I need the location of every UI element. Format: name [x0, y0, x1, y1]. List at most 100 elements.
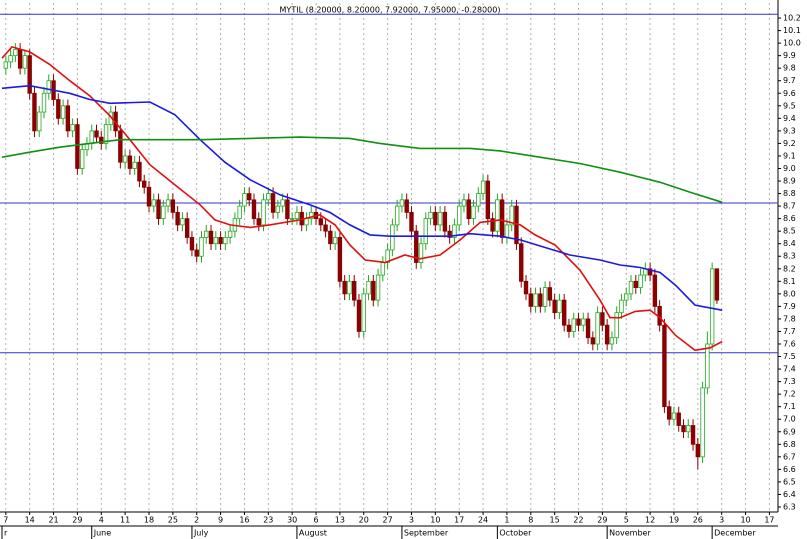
candle-body [261, 199, 266, 226]
candle-body [662, 324, 667, 408]
candle-body [356, 299, 362, 332]
candle-body [208, 230, 214, 245]
y-tick-label: 7.1 [783, 402, 796, 411]
candle-body [447, 230, 452, 238]
y-tick-label: 8.0 [783, 289, 796, 298]
x-tick-label: 3 [719, 516, 724, 525]
y-tick-label: 8.4 [783, 239, 796, 248]
candle-body [142, 180, 147, 188]
y-tick-label: 7.6 [783, 340, 796, 349]
x-tick-label: 10 [430, 516, 440, 525]
y-tick-label: 6.6 [783, 465, 796, 474]
candle-body [547, 287, 553, 301]
candle-body [46, 80, 51, 94]
x-tick-label: 24 [478, 516, 488, 525]
candle-body [361, 293, 366, 332]
candle-body [638, 274, 643, 288]
candle-body [132, 161, 137, 169]
x-tick-label: 9 [218, 516, 223, 525]
month-label: r [4, 529, 8, 538]
chart-title: MYTIL (8.20000, 8.20000, 7.92000, 7.9500… [280, 6, 501, 15]
candle-body [480, 180, 486, 194]
candle-body [103, 124, 109, 144]
candle-body [633, 280, 638, 288]
candle-body [70, 124, 75, 132]
month-label: October [499, 529, 532, 538]
candle-body [504, 224, 510, 238]
moving-average [1, 84, 723, 311]
candle-body [227, 230, 233, 238]
y-tick-label: 7.4 [783, 365, 796, 374]
y-tick-label: 6.7 [783, 452, 796, 461]
x-tick-label: 8 [528, 516, 533, 525]
candle-body [13, 48, 18, 57]
candle-body [476, 193, 481, 207]
month-label: November [609, 529, 651, 538]
y-tick-label: 6.9 [783, 427, 796, 436]
candle-body [375, 274, 381, 301]
candle-body [146, 186, 152, 207]
candle-body [170, 199, 176, 213]
x-tick-label: 5 [624, 516, 629, 525]
candle-body [528, 293, 533, 307]
y-tick-label: 10.2 [783, 14, 801, 23]
candle-body [600, 312, 605, 326]
candle-body [256, 218, 261, 226]
x-tick-label: 26 [693, 516, 703, 525]
candle-body [628, 280, 634, 295]
x-tick-label: 13 [335, 516, 345, 525]
candle-body [266, 193, 271, 201]
candle-body [686, 425, 691, 433]
y-tick-label: 8.7 [783, 202, 796, 211]
candle-body [94, 130, 99, 138]
y-tick-label: 7.0 [783, 415, 796, 424]
candle-body [604, 324, 610, 345]
x-tick-label: 29 [597, 516, 607, 525]
y-tick-label: 9.1 [783, 151, 796, 160]
candle-body [304, 218, 309, 226]
x-tick-label: 2 [194, 516, 199, 525]
candle-body [332, 237, 338, 245]
candle-body [428, 211, 433, 220]
candle-body [280, 199, 285, 207]
candle-body [595, 312, 600, 345]
candle-body [385, 249, 390, 263]
candle-body [409, 211, 414, 232]
y-tick-label: 6.4 [783, 490, 796, 499]
y-tick-label: 8.8 [783, 189, 796, 198]
x-tick-label: 16 [239, 516, 249, 525]
candle-body [89, 130, 94, 144]
candle-body [561, 299, 567, 326]
candle-body [509, 205, 514, 226]
x-tick-label: 17 [764, 516, 774, 525]
candle-body [17, 48, 23, 69]
candle-body [213, 237, 219, 245]
candle-body [457, 205, 462, 226]
candle-body [499, 199, 505, 238]
candle-body [695, 443, 701, 458]
y-tick-label: 8.9 [783, 177, 796, 186]
candle-body [437, 211, 443, 226]
month-label: August [299, 529, 327, 538]
candle-body [423, 218, 428, 245]
candle-body [223, 237, 228, 245]
candle-body [56, 99, 61, 119]
candle-body [137, 161, 142, 182]
candle-body [461, 199, 467, 207]
candle-body [371, 280, 376, 301]
y-tick-label: 7.2 [783, 390, 796, 399]
x-tick-label: 11 [120, 516, 130, 525]
candle-body [571, 318, 576, 332]
candle-body [194, 249, 199, 257]
y-tick-label: 9.0 [783, 164, 796, 173]
candle-body [700, 387, 705, 458]
candle-body [676, 412, 681, 426]
candle-body [352, 280, 357, 301]
candle-body [652, 274, 658, 307]
moving-average [1, 136, 723, 204]
y-tick-label: 10.0 [783, 39, 801, 48]
candle-body [65, 105, 71, 132]
x-tick-label: 4 [99, 516, 104, 525]
y-tick-label: 9.3 [783, 126, 796, 135]
x-tick-label: 17 [454, 516, 464, 525]
